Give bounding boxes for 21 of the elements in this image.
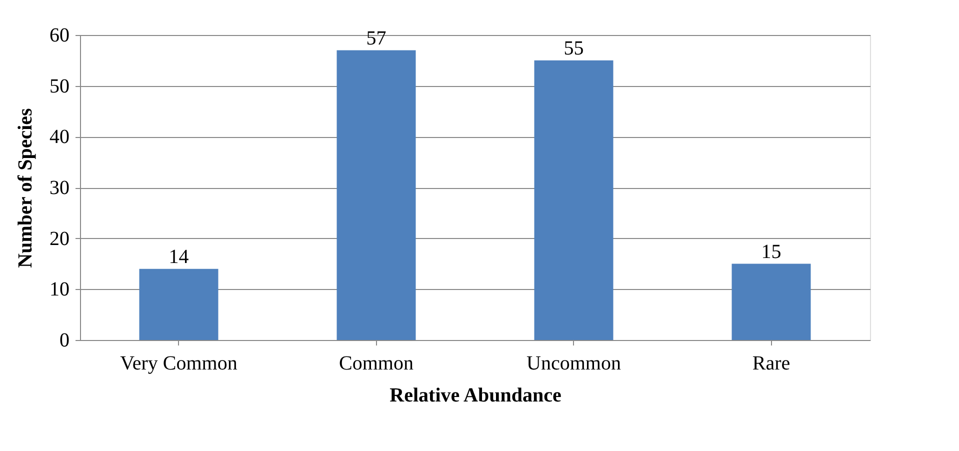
data-label: 14 — [168, 246, 189, 268]
bar — [336, 50, 416, 340]
x-axis-title: Relative Abundance — [390, 384, 562, 406]
y-tick-label: 60 — [50, 24, 70, 46]
x-tick-label: Very Common — [120, 352, 238, 374]
y-tick-label: 50 — [50, 75, 70, 98]
y-tick-label: 30 — [50, 177, 70, 199]
y-tick-label: 40 — [50, 126, 70, 148]
x-tick-label: Common — [339, 352, 414, 374]
y-tick-label: 10 — [50, 278, 70, 301]
bar — [139, 268, 218, 340]
bar — [534, 60, 614, 340]
x-tick-label: Rare — [752, 352, 790, 374]
y-tick-label: 20 — [50, 228, 70, 250]
data-label: 15 — [761, 240, 782, 263]
data-label: 55 — [564, 37, 584, 60]
bar — [732, 264, 811, 340]
x-tick-label: Uncommon — [526, 352, 621, 374]
y-axis-title: Number of Species — [14, 108, 36, 268]
y-tick-label: 0 — [60, 330, 70, 352]
data-label: 57 — [366, 27, 386, 50]
